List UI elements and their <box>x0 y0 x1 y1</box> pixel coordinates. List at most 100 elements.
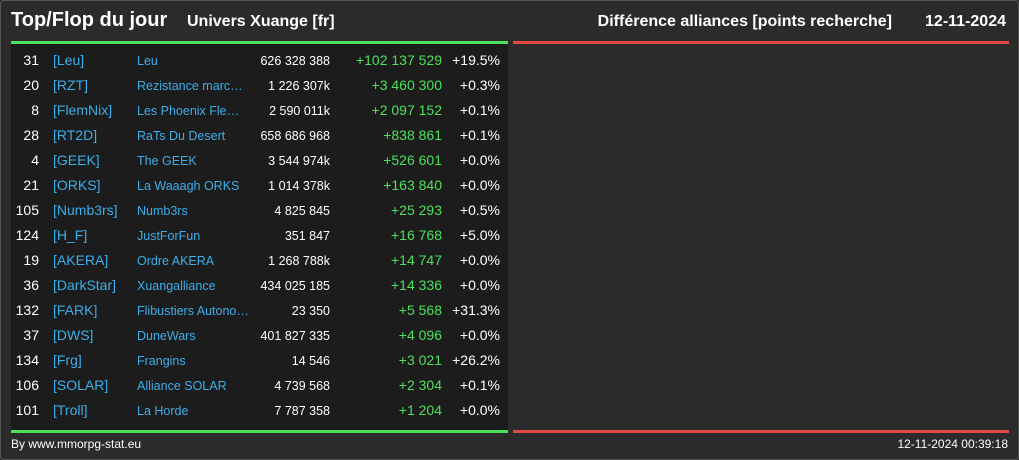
universe-label: Univers Xuange [fr] <box>187 13 335 30</box>
alliance-tag-link[interactable]: [FARK] <box>53 302 98 318</box>
alliance-name-link[interactable]: Rezistance march… <box>137 79 249 93</box>
table-row: 8 [FlemNix] Les Phoenix Flem… 2 590 011k +2 … <box>11 99 508 124</box>
percent-cell: +0.0% <box>459 252 500 268</box>
top-panel-accent-top <box>11 41 508 44</box>
rank-cell: 20 <box>23 77 39 93</box>
percent-cell: +0.0% <box>459 177 500 193</box>
header: Top/Flop du jour Univers Xuange [fr] Dif… <box>11 9 1006 35</box>
diff-cell: +1 204 <box>398 402 442 418</box>
alliance-tag-link[interactable]: [Leu] <box>53 52 85 68</box>
flop-panel-accent-top <box>513 41 1009 44</box>
table-row: 101 [Troll] La Horde 7 787 358 +1 204 +0.0% <box>11 399 508 424</box>
percent-cell: +0.0% <box>459 402 500 418</box>
rank-cell: 105 <box>15 202 39 218</box>
percent-cell: +31.3% <box>452 302 500 318</box>
table-row: 37 [DWS] DuneWars 401 827 335 +4 096 +0.0% <box>11 324 508 349</box>
rank-cell: 124 <box>15 227 39 243</box>
table-row: 105 [Numb3rs] Numb3rs 4 825 845 +25 293 +0.5% <box>11 199 508 224</box>
alliance-name-link[interactable]: Leu <box>137 54 158 68</box>
rank-cell: 37 <box>23 327 39 343</box>
alliance-tag-link[interactable]: [Numb3rs] <box>53 202 118 218</box>
page-title: Top/Flop du jour <box>11 9 168 31</box>
points-cell: 626 328 388 <box>260 54 330 68</box>
points-cell: 1 014 378k <box>268 179 330 193</box>
alliance-tag-link[interactable]: [Frg] <box>53 352 82 368</box>
alliance-name-link[interactable]: Frangins <box>137 354 186 368</box>
percent-cell: +0.1% <box>459 377 500 393</box>
points-cell: 434 025 185 <box>260 279 330 293</box>
table-row: 124 [H_F] JustForFun 351 847 +16 768 +5.0% <box>11 224 508 249</box>
alliance-tag-link[interactable]: [DarkStar] <box>53 277 117 293</box>
points-cell: 351 847 <box>284 229 330 243</box>
points-cell: 4 739 568 <box>274 379 330 393</box>
timestamp-text: 12-11-2024 00:39:18 <box>897 437 1008 451</box>
alliance-tag-link[interactable]: [Troll] <box>53 402 88 418</box>
alliance-tag-link[interactable]: [RZT] <box>53 77 88 93</box>
rank-cell: 31 <box>23 52 39 68</box>
table-row: 132 [FARK] Flibustiers Autono… 23 350 +5 568… <box>11 299 508 324</box>
percent-cell: +0.0% <box>459 327 500 343</box>
diff-cell: +2 304 <box>398 377 442 393</box>
alliance-name-link[interactable]: La Horde <box>137 404 189 418</box>
alliance-tag-link[interactable]: [H_F] <box>53 227 88 243</box>
percent-cell: +0.0% <box>459 277 500 293</box>
table-row: 19 [AKERA] Ordre AKERA 1 268 788k +14 747 +0.… <box>11 249 508 274</box>
rank-cell: 101 <box>15 402 39 418</box>
table-row: 31 [Leu] Leu 626 328 388 +102 137 529 +19.5% <box>11 49 508 74</box>
percent-cell: +0.0% <box>459 152 500 168</box>
points-cell: 4 825 845 <box>274 204 330 218</box>
diff-cell: +5 568 <box>398 302 442 318</box>
alliance-name-link[interactable]: Xuangalliance <box>137 279 216 293</box>
diff-cell: +163 840 <box>383 177 442 193</box>
table-row: 21 [ORKS] La Waaagh ORKS 1 014 378k +163 840… <box>11 174 508 199</box>
points-cell: 658 686 968 <box>260 129 330 143</box>
diff-cell: +3 021 <box>398 352 442 368</box>
alliance-name-link[interactable]: Les Phoenix Flem… <box>137 104 249 118</box>
alliance-name-link[interactable]: RaTs Du Desert <box>137 129 226 143</box>
alliance-tag-link[interactable]: [RT2D] <box>53 127 98 143</box>
alliance-name-link[interactable]: Numb3rs <box>137 204 188 218</box>
points-cell: 2 590 011k <box>269 104 330 118</box>
diff-cell: +2 097 152 <box>371 102 442 118</box>
table-row: 134 [Frg] Frangins 14 546 +3 021 +26.2% <box>11 349 508 374</box>
diff-cell: +16 768 <box>391 227 442 243</box>
rank-cell: 106 <box>15 377 39 393</box>
alliance-tag-link[interactable]: [AKERA] <box>53 252 109 268</box>
rank-cell: 36 <box>23 277 39 293</box>
table-row: 4 [GEEK] The GEEK 3 544 974k +526 601 +0.0% <box>11 149 508 174</box>
table-row: 36 [DarkStar] Xuangalliance 434 025 185 +14 … <box>11 274 508 299</box>
rank-cell: 132 <box>15 302 39 318</box>
top-list: 31 [Leu] Leu 626 328 388 +102 137 529 +19.5% 2… <box>11 49 508 424</box>
alliance-tag-link[interactable]: [SOLAR] <box>53 377 109 393</box>
alliance-name-link[interactable]: DuneWars <box>137 329 196 343</box>
percent-cell: +19.5% <box>452 52 500 68</box>
diff-cell: +102 137 529 <box>355 52 442 68</box>
flop-panel <box>513 41 1009 433</box>
percent-cell: +26.2% <box>452 352 500 368</box>
diff-cell: +14 747 <box>391 252 442 268</box>
alliance-name-link[interactable]: Ordre AKERA <box>137 254 215 268</box>
credit-text: By www.mmorpg-stat.eu <box>11 437 142 451</box>
alliance-tag-link[interactable]: [DWS] <box>53 327 94 343</box>
diff-cell: +838 861 <box>383 127 442 143</box>
diff-cell: +4 096 <box>398 327 442 343</box>
alliance-name-link[interactable]: Flibustiers Autono… <box>137 304 249 318</box>
rank-cell: 28 <box>23 127 39 143</box>
alliance-name-link[interactable]: Alliance SOLAR <box>137 379 227 393</box>
alliance-tag-link[interactable]: [FlemNix] <box>53 102 113 118</box>
diff-cell: +25 293 <box>391 202 442 218</box>
percent-cell: +0.3% <box>459 77 500 93</box>
category-label: Différence alliances [points recherche] <box>597 13 892 30</box>
points-cell: 7 787 358 <box>274 404 330 418</box>
alliance-name-link[interactable]: La Waaagh ORKS <box>137 179 240 193</box>
percent-cell: +5.0% <box>459 227 500 243</box>
rank-cell: 4 <box>31 152 39 168</box>
alliance-tag-link[interactable]: [ORKS] <box>53 177 101 193</box>
alliance-name-link[interactable]: JustForFun <box>137 229 201 243</box>
alliance-name-link[interactable]: The GEEK <box>137 154 197 168</box>
rank-cell: 8 <box>31 102 39 118</box>
percent-cell: +0.5% <box>459 202 500 218</box>
diff-cell: +526 601 <box>383 152 442 168</box>
alliance-tag-link[interactable]: [GEEK] <box>53 152 100 168</box>
